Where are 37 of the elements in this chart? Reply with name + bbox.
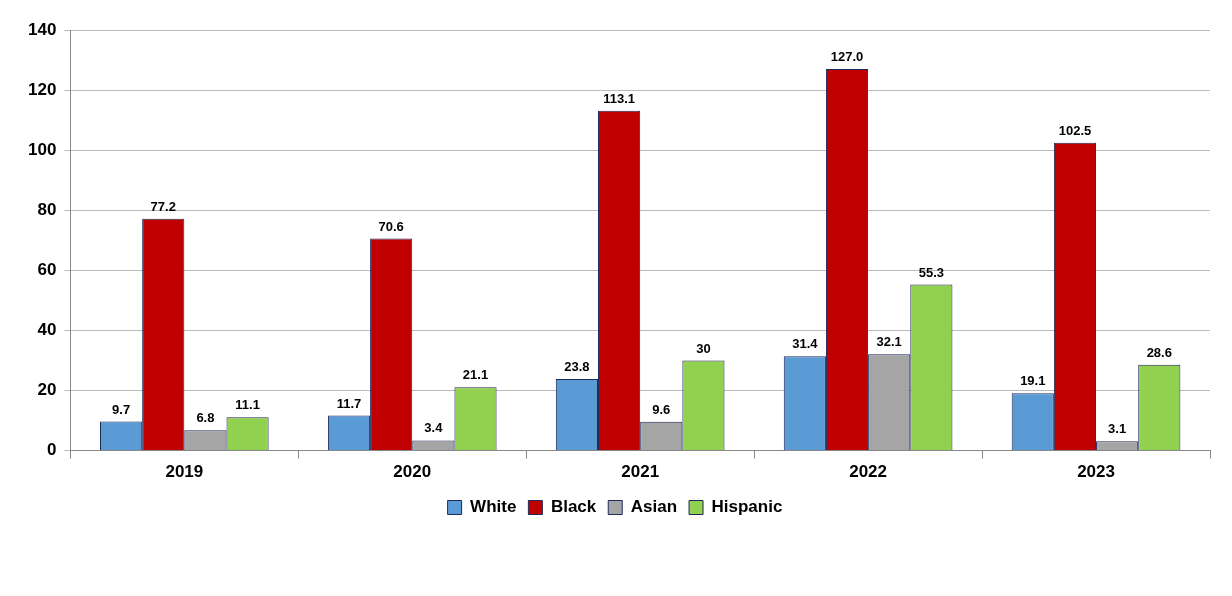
x-tick-label: 2023 bbox=[1077, 462, 1115, 482]
data-label: 9.7 bbox=[112, 401, 131, 417]
data-label: 21.1 bbox=[462, 367, 489, 383]
data-label: 11.7 bbox=[336, 395, 362, 411]
data-label: 77.2 bbox=[150, 198, 176, 214]
legend-label: Hispanic bbox=[711, 497, 783, 517]
data-label: 11.1 bbox=[235, 397, 260, 413]
y-tick-label: 120 bbox=[27, 79, 57, 99]
legend-label: Asian bbox=[630, 497, 678, 517]
y-tick-label: 140 bbox=[27, 19, 57, 39]
data-label: 31.4 bbox=[792, 336, 819, 352]
y-tick-label: 60 bbox=[37, 260, 57, 280]
y-tick-label: 40 bbox=[37, 320, 57, 340]
data-label: 32.1 bbox=[876, 334, 902, 350]
y-tick-label: 20 bbox=[37, 380, 57, 400]
y-tick-label: 100 bbox=[27, 139, 57, 159]
data-label: 28.6 bbox=[1146, 344, 1172, 360]
data-label: 113.1 bbox=[603, 90, 636, 106]
x-tick-label: 2020 bbox=[393, 462, 432, 482]
data-label: 3.1 bbox=[1108, 421, 1127, 437]
data-label: 6.8 bbox=[196, 410, 215, 426]
data-label: 19.1 bbox=[1020, 373, 1046, 389]
y-tick-label: 80 bbox=[37, 199, 57, 219]
data-label: 9.6 bbox=[652, 401, 671, 417]
y-tick-label: 0 bbox=[46, 440, 57, 460]
data-label: 55.3 bbox=[918, 264, 945, 280]
data-label: 70.6 bbox=[378, 218, 404, 234]
x-tick-label: 2019 bbox=[165, 462, 204, 482]
data-label: 3.4 bbox=[424, 420, 444, 436]
data-label: 102.5 bbox=[1058, 122, 1092, 138]
x-tick-label: 2022 bbox=[849, 462, 888, 482]
legend-label: Black bbox=[550, 497, 597, 517]
data-label: 127.0 bbox=[830, 49, 864, 65]
data-label: 23.8 bbox=[564, 359, 590, 375]
legend-label: White bbox=[470, 497, 517, 517]
x-tick-label: 2021 bbox=[621, 462, 660, 482]
data-label: 30 bbox=[696, 340, 711, 356]
